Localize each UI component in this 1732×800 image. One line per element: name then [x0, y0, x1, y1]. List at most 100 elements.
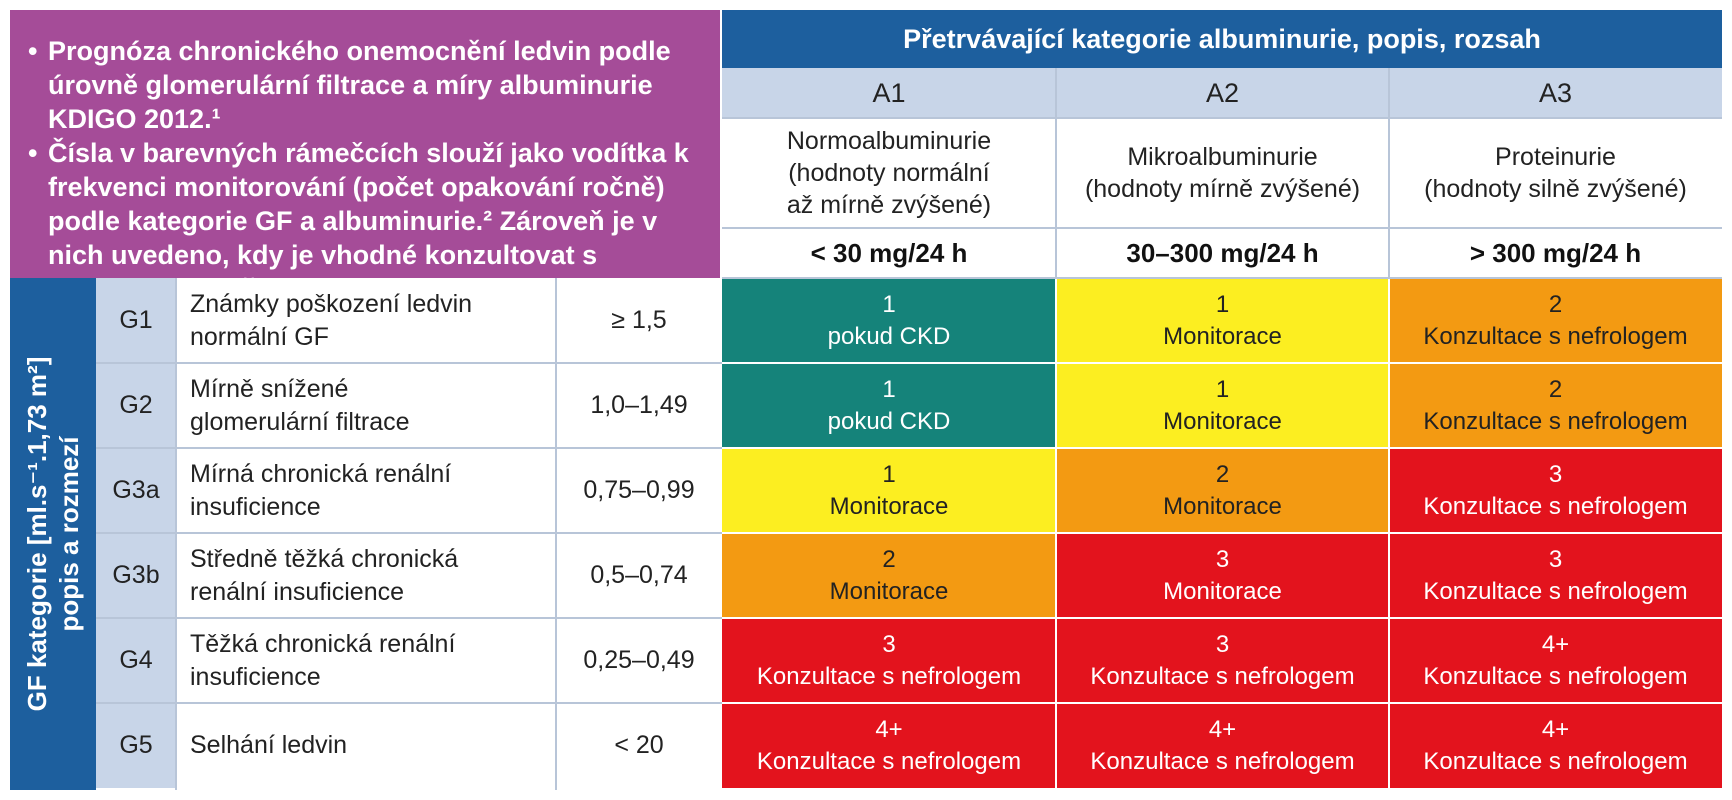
gf-range-g1: ≥ 1,5 [556, 278, 722, 363]
desc-line: Mírná chronická renální [190, 459, 452, 488]
desc-line: Středně těžká chronická [190, 544, 459, 573]
risk-cell-g5-a3: 4+ Konzultace s nefrologem [1389, 703, 1722, 788]
divider [96, 362, 722, 364]
range-text: < 30 mg/24 h [810, 237, 968, 268]
frequency-number: 1 [882, 460, 896, 488]
gf-range-g2: 1,0–1,49 [556, 363, 722, 448]
range-text: < 20 [614, 731, 664, 759]
frequency-number: 3 [1215, 630, 1230, 658]
recommendation-text: Monitorace [1163, 492, 1282, 520]
desc-line: insuficience [190, 492, 321, 521]
gf-code-g4: G4 [96, 618, 176, 703]
code-text: G5 [119, 731, 153, 759]
desc-line: insuficience [190, 662, 321, 691]
range-text: 0,75–0,99 [583, 476, 695, 504]
recommendation-text: Konzultace s nefrologem [1423, 662, 1688, 690]
risk-cell-g3b-a1: 2 Monitorace [722, 533, 1056, 618]
risk-cell-g1-a2: 1 Monitorace [1056, 278, 1389, 363]
risk-cell-g4-a2: 3 Konzultace s nefrologem [1056, 618, 1389, 703]
divider [722, 362, 1722, 364]
divider [722, 227, 1722, 229]
bullet-marker: • [28, 138, 38, 168]
albuminuria-range-a3: > 300 mg/24 h [1389, 228, 1722, 278]
frequency-number: 1 [882, 375, 896, 403]
recommendation-text: Monitorace [1163, 577, 1282, 605]
code-text: G3a [112, 476, 160, 504]
risk-cell-g3a-a3: 3 Konzultace s nefrologem [1389, 448, 1722, 533]
risk-cell-g3a-a2: 2 Monitorace [1056, 448, 1389, 533]
recommendation-text: Konzultace s nefrologem [1423, 577, 1688, 605]
code-text: A1 [872, 77, 906, 108]
intro-bullet-1: • Prognóza chronického onemocnění ledvin… [28, 34, 698, 136]
albuminuria-range-a2: 30–300 mg/24 h [1056, 228, 1389, 278]
frequency-number: 4+ [875, 715, 903, 743]
recommendation-text: Konzultace s nefrologem [1423, 492, 1688, 520]
albuminuria-code-a2: A2 [1056, 68, 1389, 118]
risk-cell-g3b-a3: 3 Konzultace s nefrologem [1389, 533, 1722, 618]
side-label-line: GF kategorie [ml.s⁻¹.1,73 m²] [22, 356, 52, 712]
range-text: 30–300 mg/24 h [1126, 237, 1319, 268]
bullet-marker: • [28, 36, 38, 66]
frequency-number: 4+ [1208, 715, 1237, 743]
albuminuria-desc-a2: Mikroalbuminurie (hodnoty mírně zvýšené) [1056, 118, 1389, 228]
recommendation-text: pokud CKD [827, 322, 951, 350]
divider [722, 702, 1722, 704]
recommendation-text: Konzultace s nefrologem [1090, 662, 1355, 690]
frequency-number: 3 [1548, 460, 1563, 488]
divider [1055, 278, 1057, 790]
header-title-text: Přetrvávající kategorie albuminurie, pop… [903, 23, 1541, 54]
risk-cell-g3b-a2: 3 Monitorace [1056, 533, 1389, 618]
code-text: G2 [119, 391, 153, 419]
desc-line: renální insuficience [190, 577, 405, 606]
recommendation-text: Konzultace s nefrologem [1423, 322, 1688, 350]
side-label-line: popis a rozmezí [54, 436, 84, 632]
desc-line: Těžká chronická renální [190, 629, 456, 658]
gf-range-g3a: 0,75–0,99 [556, 448, 722, 533]
risk-cell-g1-a3: 2 Konzultace s nefrologem [1389, 278, 1722, 363]
divider [1388, 68, 1390, 278]
range-text: 0,25–0,49 [583, 646, 695, 674]
albuminuria-desc-a1: Normoalbuminurie (hodnoty normální až mí… [722, 118, 1056, 228]
gf-code-g5: G5 [96, 703, 176, 788]
recommendation-text: Konzultace s nefrologem [1090, 747, 1355, 775]
frequency-number: 2 [1548, 290, 1563, 318]
desc-line: glomerulární filtrace [190, 407, 410, 436]
gf-desc-g5: Selhání ledvin [176, 703, 556, 788]
risk-cell-g5-a1: 4+ Konzultace s nefrologem [722, 703, 1056, 788]
risk-cell-g1-a1: 1 pokud CKD [722, 278, 1056, 363]
code-text: G3b [112, 561, 160, 589]
side-label-text: GF kategorie [ml.s⁻¹.1,73 m²] popis a ro… [21, 357, 85, 712]
divider [175, 278, 177, 790]
desc-line: normální GF [190, 322, 329, 351]
gf-code-g1: G1 [96, 278, 176, 363]
risk-cell-g3a-a1: 1 Monitorace [722, 448, 1056, 533]
divider [96, 702, 722, 704]
divider [1055, 68, 1057, 278]
risk-cell-g5-a2: 4+ Konzultace s nefrologem [1056, 703, 1389, 788]
desc-line: Normoalbuminurie [786, 127, 992, 155]
frequency-number: 4+ [1541, 630, 1570, 658]
desc-line: Mírně snížené [190, 374, 349, 403]
frequency-number: 3 [1215, 545, 1230, 573]
desc-line: Známky poškození ledvin [190, 289, 473, 318]
recommendation-text: Monitorace [1163, 407, 1282, 435]
gf-code-g2: G2 [96, 363, 176, 448]
kdigo-prognosis-table: • Prognóza chronického onemocnění ledvin… [10, 10, 1722, 790]
risk-cell-g2-a3: 2 Konzultace s nefrologem [1389, 363, 1722, 448]
range-text: ≥ 1,5 [611, 306, 667, 334]
frequency-number: 3 [1548, 545, 1563, 573]
recommendation-text: Monitorace [1163, 322, 1282, 350]
recommendation-text: Monitorace [829, 577, 949, 605]
risk-cell-g2-a2: 1 Monitorace [1056, 363, 1389, 448]
divider [96, 617, 722, 619]
risk-cell-g2-a1: 1 pokud CKD [722, 363, 1056, 448]
recommendation-text: Konzultace s nefrologem [1423, 747, 1688, 775]
divider [722, 447, 1722, 449]
desc-line: Selhání ledvin [190, 731, 348, 759]
divider [722, 617, 1722, 619]
gf-category-side-label: GF kategorie [ml.s⁻¹.1,73 m²] popis a ro… [10, 278, 96, 790]
frequency-number: 2 [1548, 375, 1563, 403]
gf-range-g5: < 20 [556, 703, 722, 788]
gf-range-g4: 0,25–0,49 [556, 618, 722, 703]
frequency-number: 2 [882, 545, 896, 573]
